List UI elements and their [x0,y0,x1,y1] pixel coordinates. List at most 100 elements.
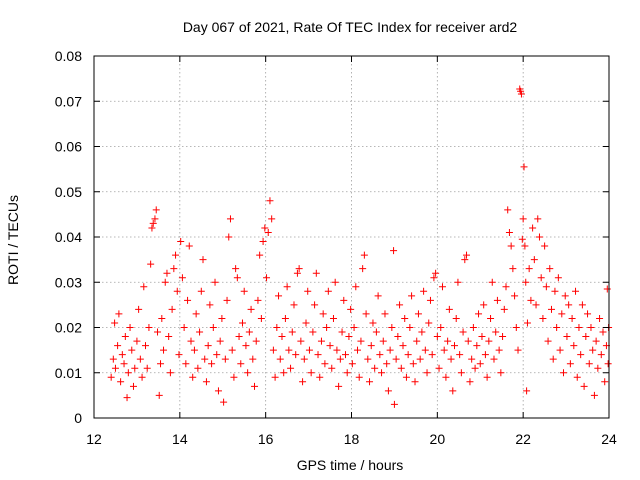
data-point [397,364,405,372]
data-point [314,351,322,359]
data-point [264,228,272,236]
data-point [444,337,452,345]
data-point [481,351,489,359]
data-point [271,373,279,381]
data-point [166,369,174,377]
data-point [178,274,186,282]
data-point [304,287,312,295]
data-point [228,346,236,354]
data-point [463,251,471,259]
data-point [157,360,165,368]
data-point [404,351,412,359]
data-point [522,278,530,286]
data-point [438,283,446,291]
data-point [249,355,257,363]
data-point [480,301,488,309]
x-tick-label: 22 [515,431,531,447]
data-point [364,355,372,363]
data-point [478,333,486,341]
data-point [283,283,291,291]
data-point [117,378,125,386]
data-point [328,364,336,372]
data-point [423,369,431,377]
data-point [468,355,476,363]
data-point [129,382,137,390]
data-point [537,274,545,282]
data-point [285,346,293,354]
data-point [147,260,155,268]
data-point [362,310,370,318]
data-point [221,355,229,363]
data-point [401,314,409,322]
data-point [182,360,190,368]
data-point [384,387,392,395]
x-tick-label: 16 [258,431,274,447]
data-point [268,215,276,223]
data-point [383,360,391,368]
data-point [599,328,607,336]
data-point [305,346,313,354]
data-point [281,314,289,322]
data-point [549,355,557,363]
data-point [372,328,380,336]
data-point [561,292,569,300]
data-point [530,256,538,264]
data-point [180,324,188,331]
data-point [469,324,477,331]
data-point [238,319,246,327]
data-point [464,337,472,345]
data-point [350,324,358,331]
data-point [378,369,386,377]
data-point [292,351,300,359]
data-point [340,296,348,304]
data-point [369,319,377,327]
data-point [367,342,375,350]
data-point [142,342,149,350]
data-point [290,301,298,309]
data-point [451,342,458,350]
data-point [194,364,202,372]
data-point [324,287,332,295]
data-point [521,242,529,250]
data-point [425,319,433,327]
data-point [426,296,434,304]
data-point [121,333,129,341]
data-point [355,373,363,381]
data-point [311,301,319,309]
x-axis-title: GPS time / hours [297,457,404,473]
data-point [148,224,156,232]
data-point [493,296,501,304]
data-point [558,310,566,318]
data-point [379,337,387,345]
data-point [333,346,341,354]
data-point [177,238,185,246]
data-point [357,337,365,345]
data-point [133,337,141,345]
data-point [504,206,512,214]
data-point [386,346,394,354]
data-point [459,328,467,336]
data-point [454,278,462,286]
data-point [587,324,595,331]
data-point [297,337,305,345]
data-point [170,265,178,273]
data-point [554,274,562,282]
data-point [573,373,581,381]
data-point [565,301,573,309]
data-point [601,378,609,386]
data-point [432,269,440,277]
data-point [336,355,344,363]
data-point [421,346,429,354]
data-point [326,342,334,350]
data-point [199,256,207,264]
data-point [517,90,525,98]
data-point [542,283,550,291]
y-tick-label: 0.05 [55,184,82,200]
y-tick-label: 0.06 [55,139,82,155]
data-point [371,364,379,372]
data-point [136,355,144,363]
x-tick-label: 12 [86,431,102,447]
data-point [165,333,173,341]
x-tick-label: 14 [172,431,188,447]
